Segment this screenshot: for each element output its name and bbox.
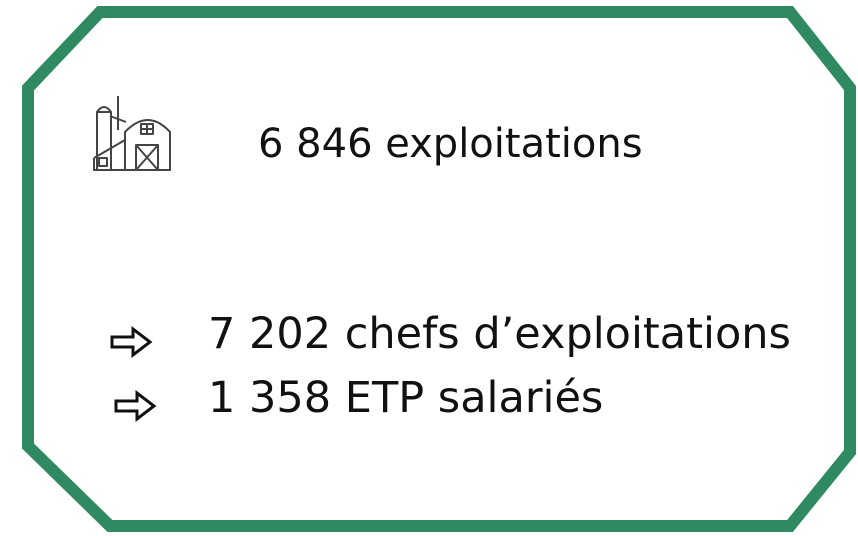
farms-count: 6 846 exploitations xyxy=(258,121,643,167)
arrow-icon xyxy=(110,325,153,359)
arrow-icon xyxy=(114,389,157,423)
farm-heads-count: 7 202 chefs d’exploitations xyxy=(208,309,791,359)
octagon-frame xyxy=(22,6,856,532)
employees-count: 1 358 ETP salariés xyxy=(208,373,603,423)
barn-icon xyxy=(93,96,171,171)
